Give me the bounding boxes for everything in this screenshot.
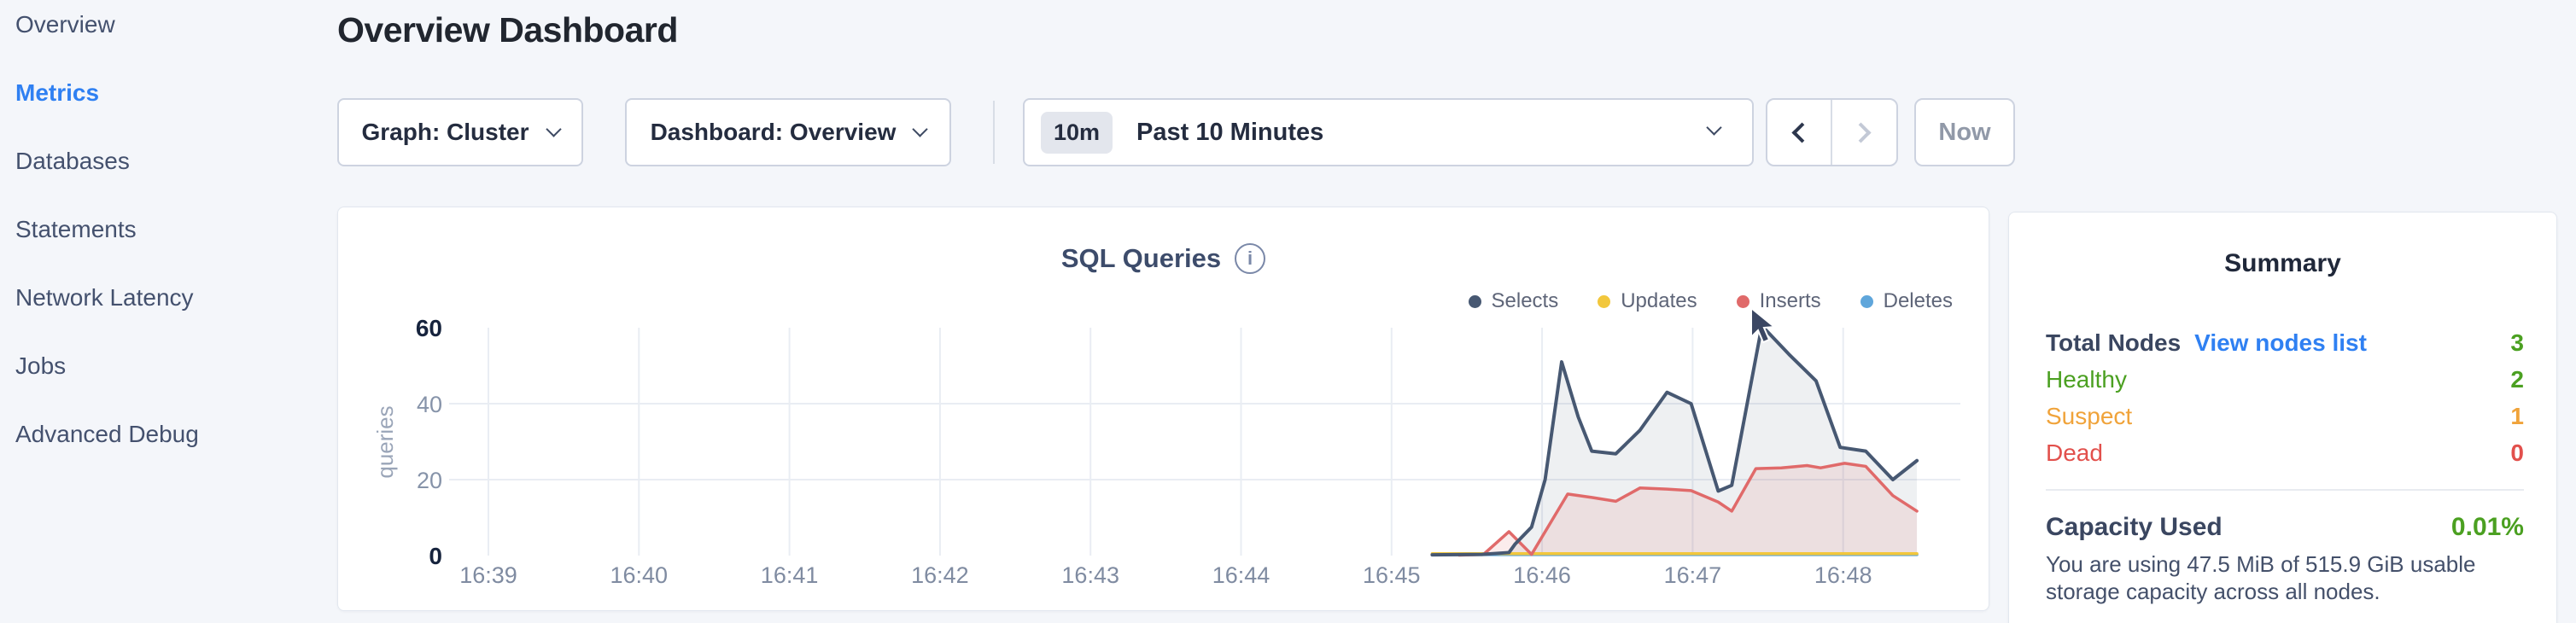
svg-text:16:47: 16:47	[1664, 562, 1722, 588]
capacity-used-label: Capacity Used	[2046, 513, 2223, 541]
svg-text:16:39: 16:39	[459, 562, 517, 588]
sidebar-item-network-latency[interactable]: Network Latency	[15, 284, 194, 311]
healthy-value: 2	[2510, 366, 2524, 393]
time-nav-group	[1766, 98, 1898, 166]
svg-text:queries: queries	[372, 405, 398, 478]
inserts-dot-icon	[1736, 294, 1749, 308]
suspect-value: 1	[2510, 403, 2524, 429]
svg-text:16:44: 16:44	[1212, 562, 1270, 588]
sql-queries-chart: 16:39 16:40 16:41 16:42 16:43 16:44 16:45 16:46…	[372, 306, 1960, 588]
now-button[interactable]: Now	[1914, 98, 2015, 166]
legend-label: Updates	[1621, 289, 1697, 312]
svg-text:0: 0	[429, 543, 442, 569]
total-nodes-value: 3	[2510, 329, 2524, 356]
healthy-row: Healthy 2	[2046, 365, 2524, 394]
sql-queries-card: SQL Queries i Selects Updates Inserts De…	[337, 207, 1989, 611]
svg-text:16:48: 16:48	[1814, 562, 1872, 588]
sidebar-item-jobs[interactable]: Jobs	[15, 352, 67, 379]
graph-scope-label: Graph: Cluster	[361, 119, 529, 145]
svg-text:16:41: 16:41	[761, 562, 819, 588]
legend-item-inserts: Inserts	[1736, 289, 1821, 313]
time-window-label: Past 10 Minutes	[1136, 118, 1324, 146]
sidebar-item-statements[interactable]: Statements	[15, 216, 137, 242]
capacity-row: Capacity Used 0.01%	[2046, 512, 2524, 543]
suspect-row: Suspect 1	[2046, 402, 2524, 431]
svg-text:60: 60	[416, 315, 442, 341]
view-nodes-list-link[interactable]: View nodes list	[2194, 329, 2367, 356]
header-divider	[993, 101, 995, 164]
info-icon[interactable]: i	[1235, 243, 1266, 274]
suspect-label: Suspect	[2046, 403, 2133, 429]
summary-divider	[2046, 489, 2524, 491]
updates-dot-icon	[1598, 294, 1611, 308]
legend-label: Selects	[1491, 289, 1559, 312]
total-nodes-label: Total Nodes	[2046, 329, 2182, 356]
dashboard-label: Dashboard: Overview	[650, 119, 897, 145]
dead-label: Dead	[2046, 440, 2103, 466]
total-nodes-row: Total Nodes View nodes list 3	[2046, 329, 2524, 358]
sidebar-item-databases[interactable]: Databases	[15, 148, 130, 174]
summary-title: Summary	[2224, 249, 2341, 277]
time-prev-button[interactable]	[1767, 100, 1832, 165]
time-window-dropdown[interactable]: 10m Past 10 Minutes	[1023, 98, 1754, 166]
svg-text:16:43: 16:43	[1061, 562, 1119, 588]
dead-row: Dead 0	[2046, 439, 2524, 468]
chevron-down-icon	[1706, 119, 1722, 136]
legend-item-deletes: Deletes	[1860, 289, 1953, 313]
svg-text:40: 40	[417, 392, 442, 417]
svg-text:16:45: 16:45	[1363, 562, 1421, 588]
chevron-down-icon	[545, 120, 562, 137]
legend-label: Inserts	[1759, 289, 1821, 312]
legend-item-updates: Updates	[1598, 289, 1697, 313]
capacity-description: You are using 47.5 MiB of 515.9 GiB usab…	[2046, 551, 2476, 604]
healthy-label: Healthy	[2046, 366, 2127, 393]
time-window-badge: 10m	[1041, 111, 1113, 154]
legend-item-selects: Selects	[1468, 289, 1559, 313]
sidebar-nav: Overview Metrics Databases Statements Ne…	[0, 0, 333, 623]
svg-text:16:40: 16:40	[610, 562, 669, 588]
selects-dot-icon	[1468, 294, 1481, 308]
svg-text:16:46: 16:46	[1513, 562, 1571, 588]
chart-title: SQL Queries	[1060, 243, 1222, 273]
svg-text:16:42: 16:42	[911, 562, 969, 588]
dashboard-dropdown[interactable]: Dashboard: Overview	[625, 98, 951, 166]
chart-title-row: SQL Queries i	[338, 243, 1989, 274]
deletes-dot-icon	[1860, 294, 1873, 308]
legend-label: Deletes	[1883, 289, 1953, 312]
graph-scope-dropdown[interactable]: Graph: Cluster	[337, 98, 583, 166]
dead-value: 0	[2510, 440, 2524, 466]
chevron-right-icon	[1850, 121, 1872, 143]
page-title: Overview Dashboard	[337, 10, 678, 49]
chart-legend: Selects Updates Inserts Deletes	[1468, 289, 1953, 313]
sidebar-item-advanced-debug[interactable]: Advanced Debug	[15, 421, 199, 447]
sidebar-item-overview[interactable]: Overview	[15, 11, 115, 38]
sidebar-item-metrics[interactable]: Metrics	[15, 79, 100, 106]
chevron-left-icon	[1791, 121, 1813, 143]
time-next-button[interactable]	[1832, 100, 1897, 165]
capacity-used-value: 0.01%	[2450, 513, 2524, 541]
summary-panel: Summary Total Nodes View nodes list 3 He…	[2008, 212, 2557, 623]
chevron-down-icon	[912, 120, 929, 137]
svg-text:20: 20	[417, 468, 442, 493]
